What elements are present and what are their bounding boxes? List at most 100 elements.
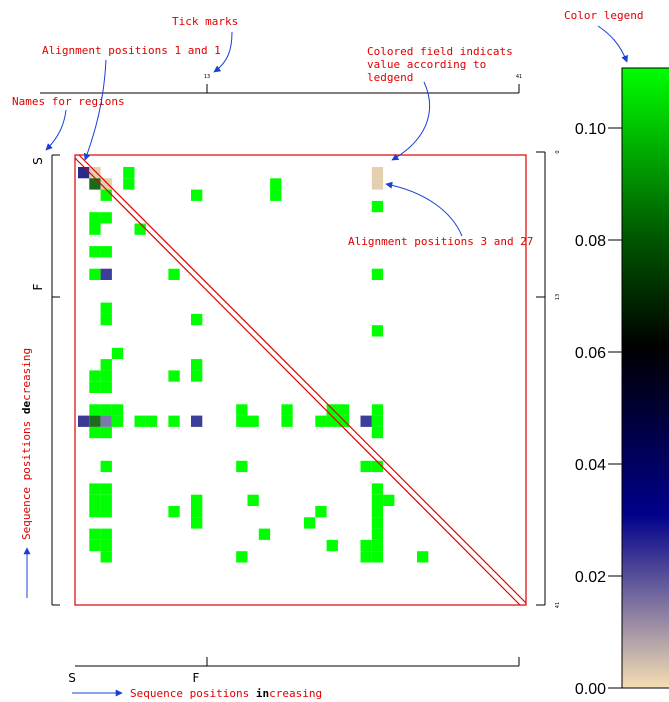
matrix-cell — [371, 506, 384, 518]
y-region-label-s: S — [31, 157, 45, 165]
matrix-cell — [360, 460, 372, 473]
matrix-cell — [360, 415, 372, 427]
matrix-cell — [100, 246, 112, 258]
matrix-cell — [100, 381, 112, 393]
right-tick-label-13: 13 — [555, 294, 561, 300]
matrix-cell — [89, 223, 101, 235]
arrow-alignment-1-1 — [83, 59, 107, 161]
matrix-cell — [100, 539, 112, 552]
matrix-cell — [371, 178, 384, 190]
matrix-cell — [191, 415, 203, 427]
matrix-cell — [383, 494, 395, 506]
matrix-cell — [100, 359, 112, 371]
annotation-tick-marks: Tick marks — [172, 15, 238, 28]
annotation-alignment-1-1: Alignment positions 1 and 1 — [42, 44, 221, 57]
matrix-cell — [89, 404, 101, 416]
matrix-cell — [371, 325, 384, 337]
matrix-cell — [371, 167, 384, 179]
matrix-cell — [371, 426, 384, 439]
matrix-cell — [168, 370, 180, 382]
matrix-cell — [258, 528, 271, 540]
diagonal-line-upper — [78, 154, 527, 604]
matrix-cell — [100, 189, 112, 201]
matrix-cell — [100, 302, 112, 314]
matrix-cell — [371, 494, 384, 506]
matrix-cell — [371, 460, 384, 473]
matrix-cell — [89, 426, 101, 439]
matrix-cell — [417, 551, 429, 563]
matrix-cell — [270, 189, 282, 201]
annotation-seq-decreasing: Sequence positions decreasing — [20, 348, 33, 540]
matrix-cell — [89, 539, 101, 552]
matrix-cell — [89, 506, 101, 518]
annotation-colored-field-2: value according to — [367, 58, 486, 71]
matrix-cell — [100, 212, 112, 224]
matrix-cell — [326, 404, 338, 416]
matrix-cell — [371, 517, 384, 529]
matrix-cell — [337, 415, 350, 427]
matrix-cell — [134, 223, 146, 235]
legend-label-004: 0.04 — [575, 457, 606, 474]
arrow-tick-marks — [213, 31, 233, 73]
legend-label-002: 0.02 — [575, 569, 606, 586]
matrix-cell — [89, 212, 101, 224]
color-legend-bar — [621, 67, 669, 689]
matrix-cell — [236, 551, 248, 563]
x-region-label-f: F — [193, 671, 200, 685]
arrow-colored-field — [391, 81, 431, 161]
matrix-cell — [100, 404, 112, 416]
matrix-cell — [315, 506, 327, 518]
matrix-cell — [100, 313, 112, 326]
matrix-cell — [326, 539, 338, 552]
matrix-cell — [78, 415, 90, 427]
arrow-names-for-regions — [45, 109, 67, 151]
diagonal-line-lower — [74, 157, 521, 606]
matrix-cell — [371, 539, 384, 552]
right-tick-label-41: 41 — [555, 602, 561, 608]
matrix-cell — [111, 347, 124, 360]
matrix-cell — [371, 483, 384, 495]
matrix-cell — [100, 528, 112, 540]
matrix-cell — [315, 415, 327, 427]
matrix-cell — [134, 415, 146, 427]
matrix-cell — [111, 404, 124, 416]
matrix-cell — [89, 381, 101, 393]
matrix-cell — [89, 415, 101, 427]
matrix-cell — [123, 167, 135, 179]
matrix-cell — [360, 539, 372, 552]
annotation-alignment-3-27: Alignment positions 3 and 27 — [348, 235, 533, 248]
matrix-cell — [371, 200, 384, 213]
legend-ticks — [608, 127, 622, 689]
matrix-cell — [304, 517, 316, 529]
matrix-cell — [337, 404, 350, 416]
annotation-names-for-regions: Names for regions — [12, 95, 125, 108]
matrix-cell — [89, 370, 101, 382]
top-tick-label-41: 41 — [516, 74, 522, 80]
matrix-cell — [360, 551, 372, 563]
matrix-cell — [100, 506, 112, 518]
matrix-cell — [191, 189, 203, 201]
matrix-cell — [89, 528, 101, 540]
matrix-cell — [236, 404, 248, 416]
matrix-frame — [74, 154, 527, 606]
matrix-cell — [191, 370, 203, 382]
matrix-cell — [100, 268, 112, 280]
matrix-cell — [191, 359, 203, 371]
matrix-cell — [326, 415, 338, 427]
matrix-cell — [100, 415, 112, 427]
matrix-cell — [89, 246, 101, 258]
annotation-colored-field-1: Colored field indicats — [367, 45, 513, 58]
matrix-cell — [78, 167, 90, 179]
matrix-cell — [100, 551, 112, 563]
matrix-cell — [100, 426, 112, 439]
annotation-colored-field-3: ledgend — [367, 71, 413, 84]
matrix-cell — [371, 551, 384, 563]
matrix-cell — [123, 178, 135, 190]
x-region-label-s: S — [68, 671, 76, 685]
matrix-cell — [168, 415, 180, 427]
right-tick-label-0: 0 — [555, 150, 561, 153]
matrix-cell — [89, 178, 101, 190]
matrix-cell — [89, 268, 101, 280]
matrix-cell — [371, 528, 384, 540]
